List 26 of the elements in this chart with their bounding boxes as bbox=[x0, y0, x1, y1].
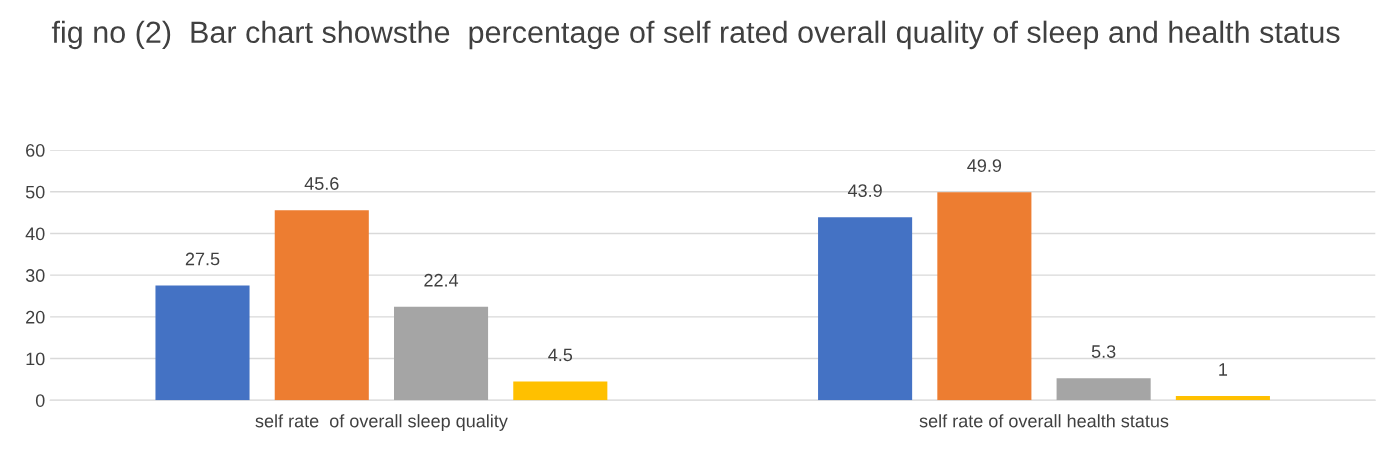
bar bbox=[1056, 378, 1151, 401]
bar bbox=[394, 306, 489, 401]
y-tick-label: 50 bbox=[25, 185, 45, 199]
y-tick-label: 0 bbox=[35, 394, 45, 407]
data-label: 22.4 bbox=[424, 273, 459, 287]
bar bbox=[513, 381, 608, 401]
y-tick-label: 40 bbox=[25, 227, 45, 241]
data-label: 45.6 bbox=[304, 177, 339, 190]
data-label: 49.9 bbox=[967, 159, 1002, 172]
data-label: 43.9 bbox=[847, 184, 882, 197]
bar bbox=[1175, 396, 1270, 401]
y-tick-label: 60 bbox=[26, 144, 45, 157]
data-label: 5.3 bbox=[1091, 345, 1116, 358]
y-tick-label: 30 bbox=[25, 269, 45, 282]
bar bbox=[155, 285, 250, 401]
bar bbox=[818, 217, 913, 401]
x-tick-label: self rate of overall sleep quality bbox=[255, 414, 508, 431]
data-label: 1 bbox=[1219, 363, 1228, 376]
bar bbox=[937, 192, 1032, 401]
chart-title: fig no (2) Bar chart showsthe percentage of self rated overall quality of sleep and health status bbox=[51, 20, 1340, 50]
data-label: 27.5 bbox=[185, 252, 220, 266]
y-tick-label: 20 bbox=[26, 310, 45, 324]
data-label: 4.5 bbox=[548, 348, 573, 362]
x-tick-label: self rate of overall health status bbox=[919, 414, 1169, 428]
y-tick-label: 10 bbox=[26, 352, 45, 366]
bar bbox=[274, 210, 369, 401]
